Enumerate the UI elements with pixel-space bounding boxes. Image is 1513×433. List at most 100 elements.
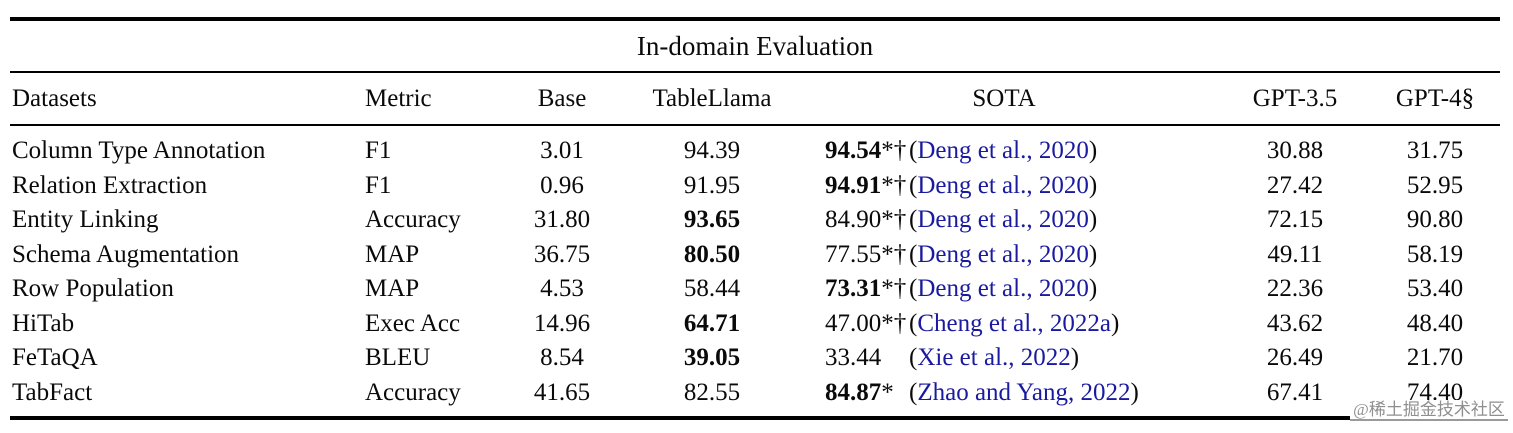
citation-link[interactable]: Deng et al., 2020 xyxy=(917,275,1089,303)
sota-cell: 94.91*† (Deng et al., 2020) xyxy=(812,172,1220,200)
tablellama-score-cell: 80.50 xyxy=(683,240,741,268)
sota-score-markers: *† xyxy=(881,275,907,303)
citation-link[interactable]: Deng et al., 2020 xyxy=(917,171,1089,199)
sota-score: 94.91*† xyxy=(825,172,909,200)
metric-cell: F1 xyxy=(365,171,392,199)
sota-cell: 33.44 (Xie et al., 2022) xyxy=(812,344,1220,372)
table-body: Column Type Annotation F1 3.01 94.39 94.… xyxy=(10,134,1500,410)
column-header-datasets: Datasets xyxy=(12,84,97,112)
metric-cell: MAP xyxy=(365,240,420,268)
citation-open-paren: ( xyxy=(909,275,918,303)
sota-score-value: 33.44 xyxy=(825,344,882,372)
gpt35-score-cell: 43.62 xyxy=(1266,309,1324,337)
table-row: Schema Augmentation MAP 36.75 80.50 77.5… xyxy=(10,238,1500,273)
sota-score-markers: *† xyxy=(881,171,907,199)
sota-score: 84.87* xyxy=(825,379,909,407)
dataset-cell: TabFact xyxy=(12,378,93,406)
table-row: HiTab Exec Acc 14.96 64.71 47.00*† (Chen… xyxy=(10,307,1500,342)
sota-score-value: 84.90 xyxy=(825,206,882,234)
sota-score-markers: *† xyxy=(881,309,907,337)
citation-link[interactable]: Deng et al., 2020 xyxy=(917,206,1089,234)
sota-score-value: 94.91 xyxy=(825,171,882,199)
citation-close-paren: ) xyxy=(1088,171,1098,199)
sota-score: 33.44 xyxy=(825,344,909,372)
table-title: In-domain Evaluation xyxy=(636,31,874,61)
table-top-rule xyxy=(10,17,1500,21)
sota-citation: (Cheng et al., 2022a) xyxy=(909,310,1119,338)
citation-link[interactable]: Zhao and Yang, 2022 xyxy=(917,378,1131,406)
watermark: @稀土掘金技术社区 xyxy=(1350,400,1508,421)
citation-link[interactable]: Xie et al., 2022 xyxy=(917,344,1071,372)
sota-citation: (Deng et al., 2020) xyxy=(909,241,1097,269)
base-score-cell: 3.01 xyxy=(540,137,584,165)
sota-score: 77.55*† xyxy=(825,241,909,269)
dataset-cell: Relation Extraction xyxy=(12,171,208,199)
sota-cell: 94.54*† (Deng et al., 2020) xyxy=(812,137,1220,165)
sota-score-markers: * xyxy=(881,378,894,406)
tablellama-score-cell: 39.05 xyxy=(683,344,741,372)
sota-score-value: 94.54 xyxy=(825,137,882,165)
sota-score-value: 47.00 xyxy=(825,309,882,337)
gpt4-score-cell: 90.80 xyxy=(1406,206,1464,234)
table-row: Entity Linking Accuracy 31.80 93.65 84.9… xyxy=(10,203,1500,238)
table-row: Column Type Annotation F1 3.01 94.39 94.… xyxy=(10,134,1500,169)
sota-citation: (Deng et al., 2020) xyxy=(909,275,1097,303)
citation-close-paren: ) xyxy=(1088,137,1098,165)
table-row: Relation Extraction F1 0.96 91.95 94.91*… xyxy=(10,169,1500,204)
column-header-gpt35: GPT-3.5 xyxy=(1252,84,1338,112)
tablellama-score-cell: 93.65 xyxy=(683,206,741,234)
gpt4-score-cell: 31.75 xyxy=(1406,137,1464,165)
citation-close-paren: ) xyxy=(1088,275,1098,303)
gpt4-score-cell: 53.40 xyxy=(1406,275,1464,303)
sota-cell: 84.87* (Zhao and Yang, 2022) xyxy=(812,379,1220,407)
gpt35-score-cell: 22.36 xyxy=(1266,275,1324,303)
citation-open-paren: ( xyxy=(909,344,918,372)
citation-open-paren: ( xyxy=(909,240,918,268)
base-score-cell: 0.96 xyxy=(540,171,584,199)
metric-cell: MAP xyxy=(365,275,420,303)
metric-cell: Accuracy xyxy=(365,206,461,234)
citation-link[interactable]: Deng et al., 2020 xyxy=(917,137,1089,165)
tablellama-score-cell: 58.44 xyxy=(683,275,741,303)
metric-cell: F1 xyxy=(365,137,392,165)
sota-score: 94.54*† xyxy=(825,137,909,165)
gpt35-score-cell: 26.49 xyxy=(1266,344,1324,372)
sota-citation: (Deng et al., 2020) xyxy=(909,206,1097,234)
base-score-cell: 4.53 xyxy=(540,275,584,303)
column-header-base: Base xyxy=(537,84,587,112)
base-score-cell: 14.96 xyxy=(533,309,591,337)
tablellama-score-cell: 64.71 xyxy=(683,309,741,337)
sota-score-markers: *† xyxy=(881,240,907,268)
gpt35-score-cell: 67.41 xyxy=(1266,378,1324,406)
table-row: FeTaQA BLEU 8.54 39.05 33.44 (Xie et al.… xyxy=(10,341,1500,376)
gpt4-score-cell: 58.19 xyxy=(1406,240,1464,268)
dataset-cell: HiTab xyxy=(12,309,75,337)
sota-score-value: 73.31 xyxy=(825,275,882,303)
sota-cell: 84.90*† (Deng et al., 2020) xyxy=(812,206,1220,234)
sota-citation: (Deng et al., 2020) xyxy=(909,172,1097,200)
sota-cell: 73.31*† (Deng et al., 2020) xyxy=(812,275,1220,303)
gpt35-score-cell: 27.42 xyxy=(1266,171,1324,199)
gpt35-score-cell: 49.11 xyxy=(1267,240,1323,268)
table-row: Row Population MAP 4.53 58.44 73.31*† (D… xyxy=(10,272,1500,307)
gpt35-score-cell: 30.88 xyxy=(1266,137,1324,165)
column-header-gpt4: GPT-4§ xyxy=(1395,84,1475,112)
base-score-cell: 41.65 xyxy=(533,378,591,406)
sota-score: 47.00*† xyxy=(825,310,909,338)
tablellama-score-cell: 82.55 xyxy=(683,378,741,406)
header-divider-rule xyxy=(10,124,1500,126)
citation-open-paren: ( xyxy=(909,206,918,234)
citation-open-paren: ( xyxy=(909,171,918,199)
citation-close-paren: ) xyxy=(1088,240,1098,268)
citation-open-paren: ( xyxy=(909,378,918,406)
citation-link[interactable]: Deng et al., 2020 xyxy=(917,240,1089,268)
dataset-cell: Column Type Annotation xyxy=(12,137,266,165)
citation-link[interactable]: Cheng et al., 2022a xyxy=(917,309,1112,337)
sota-citation: (Zhao and Yang, 2022) xyxy=(909,379,1139,407)
base-score-cell: 31.80 xyxy=(533,206,591,234)
metric-cell: Exec Acc xyxy=(365,309,461,337)
table-row: TabFact Accuracy 41.65 82.55 84.87* (Zha… xyxy=(10,376,1500,411)
sota-citation: (Deng et al., 2020) xyxy=(909,137,1097,165)
dataset-cell: Schema Augmentation xyxy=(12,240,240,268)
